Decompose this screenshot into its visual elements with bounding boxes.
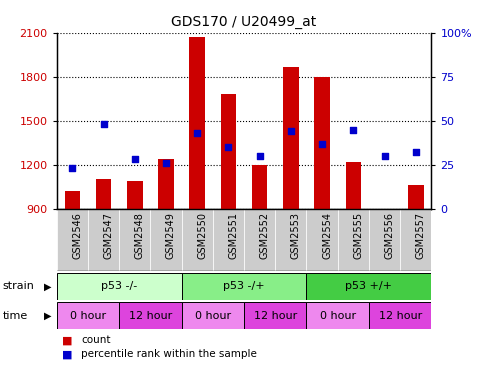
Point [412, 149, 420, 155]
Point [381, 153, 388, 159]
Text: p53 -/+: p53 -/+ [223, 281, 265, 291]
Text: GSM2554: GSM2554 [322, 212, 332, 259]
Bar [369, 209, 400, 271]
Text: 12 hour: 12 hour [253, 311, 297, 321]
Bar [315, 77, 330, 209]
Text: strain: strain [2, 281, 35, 291]
Bar [275, 209, 307, 271]
Bar [181, 273, 307, 300]
Bar [283, 67, 299, 209]
Bar [88, 209, 119, 271]
Bar [377, 209, 392, 213]
Point [287, 128, 295, 134]
Bar [119, 209, 150, 271]
Point [100, 122, 107, 127]
Point [193, 130, 201, 136]
Bar [213, 209, 244, 271]
Text: GSM2550: GSM2550 [197, 212, 207, 259]
Text: ▶: ▶ [44, 281, 52, 291]
Bar [189, 37, 205, 209]
Text: 0 hour: 0 hour [70, 311, 106, 321]
Text: time: time [2, 311, 28, 321]
Bar [57, 273, 181, 300]
Bar [181, 209, 213, 271]
Text: ■: ■ [62, 335, 72, 345]
Text: percentile rank within the sample: percentile rank within the sample [81, 349, 257, 359]
Text: count: count [81, 335, 111, 345]
Text: GDS170 / U20499_at: GDS170 / U20499_at [172, 15, 317, 29]
Text: 12 hour: 12 hour [129, 311, 172, 321]
Text: GSM2546: GSM2546 [72, 212, 82, 259]
Bar [57, 209, 88, 271]
Point [256, 153, 264, 159]
Text: GSM2548: GSM2548 [135, 212, 145, 259]
Bar [96, 179, 111, 209]
Bar [408, 185, 423, 209]
Bar [244, 302, 307, 329]
Point [131, 157, 139, 163]
Text: GSM2555: GSM2555 [353, 212, 363, 259]
Bar [221, 94, 236, 209]
Bar [65, 191, 80, 209]
Text: GSM2556: GSM2556 [385, 212, 394, 259]
Text: GSM2552: GSM2552 [260, 212, 270, 259]
Bar [307, 209, 338, 271]
Text: GSM2557: GSM2557 [416, 212, 426, 259]
Bar [346, 162, 361, 209]
Text: 0 hour: 0 hour [195, 311, 231, 321]
Point [162, 160, 170, 166]
Text: ■: ■ [62, 349, 72, 359]
Point [318, 141, 326, 146]
Bar [400, 209, 431, 271]
Point [69, 165, 76, 171]
Text: GSM2549: GSM2549 [166, 212, 176, 259]
Text: GSM2547: GSM2547 [104, 212, 113, 259]
Point [224, 144, 232, 150]
Bar [127, 181, 142, 209]
Bar [244, 209, 275, 271]
Bar [119, 302, 181, 329]
Point [350, 127, 357, 132]
Bar [57, 302, 119, 329]
Bar [307, 302, 369, 329]
Bar [158, 159, 174, 209]
Text: 0 hour: 0 hour [319, 311, 356, 321]
Bar [369, 302, 431, 329]
Bar [252, 165, 267, 209]
Text: GSM2551: GSM2551 [228, 212, 239, 259]
Text: 12 hour: 12 hour [379, 311, 422, 321]
Bar [181, 302, 244, 329]
Text: ▶: ▶ [44, 311, 52, 321]
Text: p53 +/+: p53 +/+ [346, 281, 392, 291]
Text: GSM2553: GSM2553 [291, 212, 301, 259]
Text: p53 -/-: p53 -/- [101, 281, 137, 291]
Bar [150, 209, 181, 271]
Bar [338, 209, 369, 271]
Bar [307, 273, 431, 300]
